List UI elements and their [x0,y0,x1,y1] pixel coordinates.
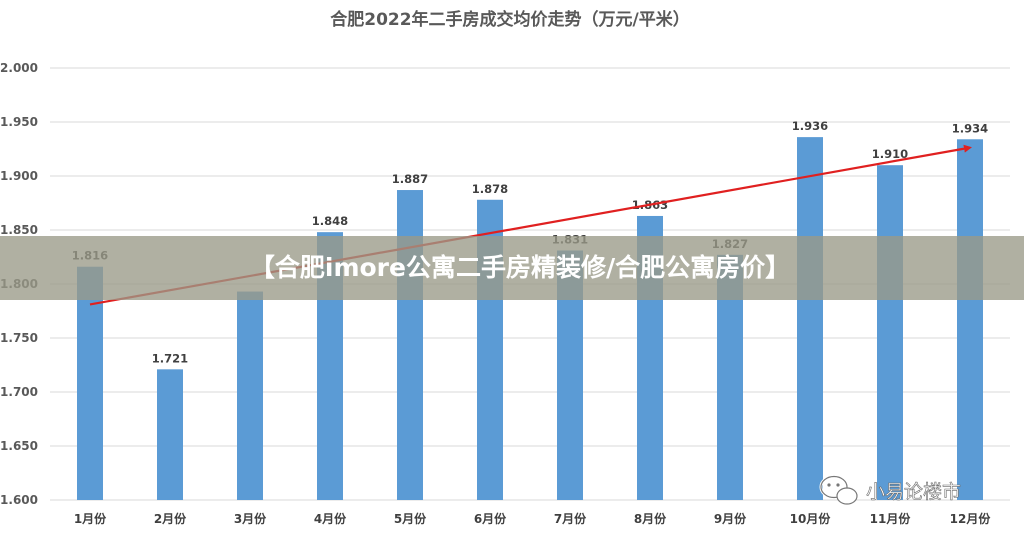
x-category-label: 4月份 [314,511,347,526]
x-category-label: 12月份 [950,511,992,526]
y-tick-label: 1.850 [0,223,38,237]
x-category-label: 3月份 [234,511,267,526]
x-axis-categories: 1月份 2月份 3月份 4月份 5月份 6月份 7月份 8月份 9月份 10月份 11月份 12月份 [74,511,992,526]
data-label: 1.936 [792,119,828,133]
bar [157,369,183,500]
data-label: 1.848 [312,214,348,228]
bar [957,139,983,500]
y-axis-ticks: 1.6001.6501.7001.7501.8001.8501.9001.950… [0,61,38,507]
overlay-banner: 【合肥imore公寓二手房精装修/合肥公寓房价】 [0,236,1024,300]
banner-band [0,236,1024,300]
watermark-text: 小易论楼市 [866,481,961,503]
data-label: 1.721 [152,351,188,365]
x-category-label: 7月份 [554,511,587,526]
chart-title: 合肥2022年二手房成交均价走势（万元/平米） [330,9,690,30]
grid-lines [50,67,1010,501]
banner-text: 【合肥imore公寓二手房精装修/合肥公寓房价】 [250,253,790,282]
x-category-label: 8月份 [634,511,667,526]
bar [237,291,263,500]
x-category-label: 2月份 [154,511,187,526]
x-category-label: 9月份 [714,511,747,526]
data-label: 1.887 [392,172,428,186]
y-tick-label: 1.900 [0,169,38,183]
x-category-label: 6月份 [474,511,507,526]
bar [77,266,103,500]
data-label: 1.878 [472,182,508,196]
bar [877,165,903,500]
x-category-label: 11月份 [870,511,912,526]
data-label: 1.910 [872,147,908,161]
bar [797,137,823,500]
y-tick-label: 1.950 [0,115,38,129]
y-tick-label: 1.750 [0,331,38,345]
y-tick-label: 1.600 [0,493,38,507]
data-label: 1.934 [952,121,988,135]
x-category-label: 10月份 [790,511,832,526]
x-category-label: 5月份 [394,511,427,526]
bar-series [77,137,983,501]
y-tick-label: 2.000 [0,61,38,75]
x-category-label: 1月份 [74,511,107,526]
y-tick-label: 1.700 [0,385,38,399]
y-tick-label: 1.650 [0,439,38,453]
watermark: 小易论楼市 [819,475,961,505]
wechat-icon [819,475,858,505]
